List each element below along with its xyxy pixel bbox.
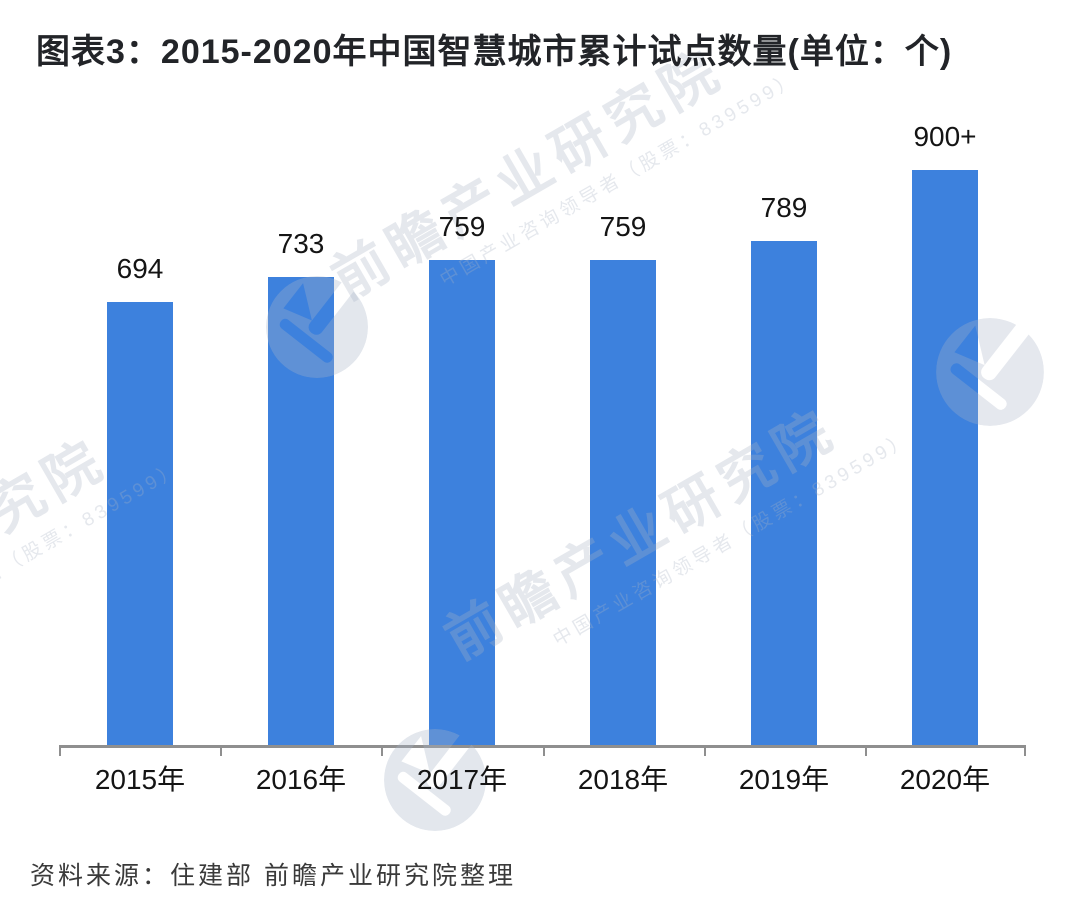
x-axis-tick: [381, 746, 383, 756]
bar-2016年: [268, 277, 334, 745]
value-label: 759: [438, 211, 486, 242]
bar-2020年: [912, 170, 978, 745]
value-label: 694: [116, 253, 164, 284]
value-label: 789: [760, 192, 808, 223]
chart-title: 图表3：2015-2020年中国智慧城市累计试点数量(单位：个): [36, 33, 953, 71]
source-note: 资料来源：住建部 前瞻产业研究院整理: [30, 862, 516, 890]
x-axis-line: [59, 745, 1026, 748]
x-axis-tick: [1024, 746, 1026, 756]
bar-2015年: [107, 302, 173, 745]
x-axis-label: 2018年: [577, 764, 669, 795]
x-axis-label: 2020年: [899, 764, 991, 795]
value-label: 733: [277, 228, 325, 259]
x-axis-tick: [865, 746, 867, 756]
value-label: 759: [599, 211, 647, 242]
bar-2018年: [590, 260, 656, 745]
x-axis-label: 2019年: [738, 764, 830, 795]
bar-2017年: [429, 260, 495, 745]
x-axis-label: 2016年: [255, 764, 347, 795]
x-axis-tick: [59, 746, 61, 756]
plot-area: 694 2015年 733 2016年 759 2017年 759 2018年 789 2019年…: [59, 121, 1026, 795]
x-axis-tick: [704, 746, 706, 756]
x-axis-tick: [543, 746, 545, 756]
x-axis-tick: [220, 746, 222, 756]
x-axis-label: 2015年: [94, 764, 186, 795]
x-axis-label: 2017年: [416, 764, 508, 795]
value-label: 900+: [913, 121, 977, 152]
bar-2019年: [751, 241, 817, 745]
